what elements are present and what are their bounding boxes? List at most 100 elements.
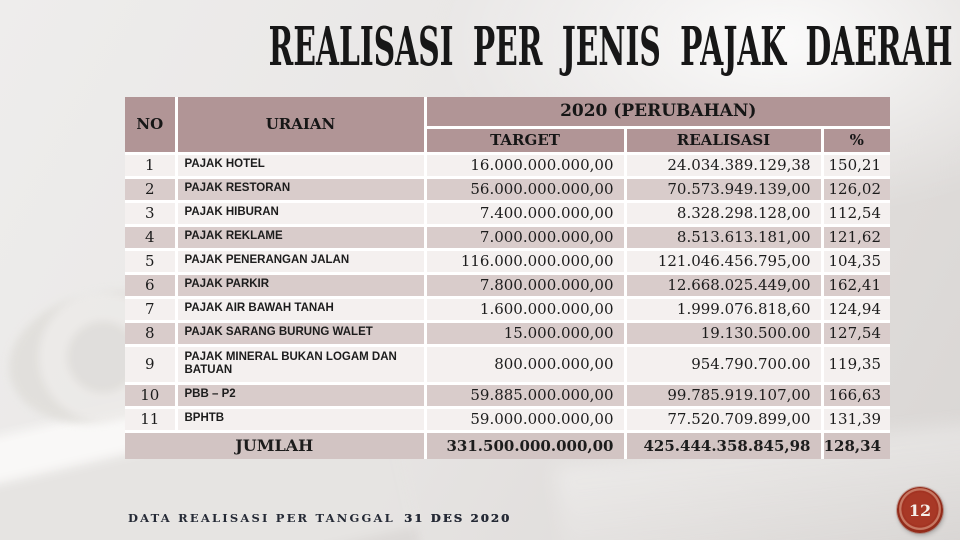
header-row-sub: TARGET REALISASI % <box>125 125 892 155</box>
target-value: 800.000.000,00 <box>423 343 627 385</box>
tax-realization-table: NO URAIAN 2020 (PERUBAHAN) TARGET REALIS… <box>123 95 892 461</box>
total-percent-value: 128,34 <box>820 429 892 461</box>
target-value: 7.400.000.000,00 <box>423 199 627 227</box>
tax-type-label: PAJAK SARANG BURUNG WALET <box>174 319 427 347</box>
tax-type-text: PAJAK RESTORAN <box>184 182 291 195</box>
percent-value: 127,54 <box>820 319 892 347</box>
tax-type-text: PAJAK HOTEL <box>184 158 265 171</box>
row-number: 11 <box>123 405 178 433</box>
tax-type-text: PAJAK AIR BAWAH TANAH <box>184 302 334 315</box>
footer-date: 31 DES 2020 <box>403 511 512 525</box>
tax-type-text: PAJAK PARKIR <box>184 278 270 291</box>
row-number: 9 <box>123 343 178 385</box>
percent-value: 121,62 <box>820 223 892 251</box>
row-number: 3 <box>123 199 178 227</box>
total-realisasi-value: 425.444.358.845,98 <box>623 429 824 461</box>
col-header-percent: % <box>820 125 892 155</box>
percent-value: 112,54 <box>820 199 892 227</box>
tax-type-text: PAJAK PENERANGAN JALAN <box>184 254 350 267</box>
table-row: 6 PAJAK PARKIR 7.800.000.000,00 12.668.0… <box>123 271 892 299</box>
table-row: 11 BPHTB 59.000.000.000,00 77.520.709.89… <box>123 405 892 433</box>
tax-type-label: PAJAK HOTEL <box>174 151 427 179</box>
footer-note: DATA REALISASI PER TANGGAL 31 DES 2020 <box>128 511 511 525</box>
row-number: 5 <box>123 247 178 275</box>
realisasi-value: 8.513.613.181,00 <box>623 223 824 251</box>
row-number: 4 <box>123 223 178 251</box>
table-row: 7 PAJAK AIR BAWAH TANAH 1.600.000.000,00… <box>123 295 892 323</box>
table-row: 10 PBB – P2 59.885.000.000,00 99.785.919… <box>123 381 892 409</box>
page-number: 12 <box>908 500 932 520</box>
tax-type-label: PAJAK REKLAME <box>174 223 427 251</box>
table-row: 4 PAJAK REKLAME 7.000.000.000,00 8.513.6… <box>123 223 892 251</box>
col-header-target: TARGET <box>423 125 627 155</box>
tax-type-text: PAJAK HIBURAN <box>184 206 279 219</box>
col-header-uraian: URAIAN <box>174 95 427 155</box>
header-row-group: NO URAIAN 2020 (PERUBAHAN) <box>123 95 892 155</box>
tax-type-label: PAJAK PARKIR <box>174 271 427 299</box>
tax-type-label: PBB – P2 <box>174 381 427 409</box>
row-number: 10 <box>123 381 178 409</box>
col-header-year-group: 2020 (PERUBAHAN) <box>423 95 892 129</box>
realisasi-value: 8.328.298.128,00 <box>623 199 824 227</box>
row-number: 8 <box>123 319 178 347</box>
realisasi-value: 954.790.700.00 <box>623 343 824 385</box>
target-value: 15.000.000,00 <box>423 319 627 347</box>
col-header-no: NO <box>123 95 178 155</box>
row-number: 6 <box>123 271 178 299</box>
target-value: 7.800.000.000,00 <box>423 271 627 299</box>
total-label: JUMLAH <box>123 429 427 461</box>
table-row: 2 PAJAK RESTORAN 56.000.000.000,00 70.57… <box>123 175 892 203</box>
realisasi-value: 121.046.456.795,00 <box>623 247 824 275</box>
total-target-value: 331.500.000.000,00 <box>423 429 627 461</box>
percent-value: 131,39 <box>820 405 892 433</box>
tax-table-container: NO URAIAN 2020 (PERUBAHAN) TARGET REALIS… <box>123 95 892 461</box>
table-row: 5 PAJAK PENERANGAN JALAN 116.000.000.000… <box>123 247 892 275</box>
table-row: 9 PAJAK MINERAL BUKAN LOGAM DAN BATUAN 8… <box>123 343 892 385</box>
percent-value: 150,21 <box>820 151 892 179</box>
total-row: JUMLAH 331.500.000.000,00 425.444.358.84… <box>123 429 892 461</box>
percent-value: 162,41 <box>820 271 892 299</box>
tax-type-text: PBB – P2 <box>184 388 236 401</box>
slide-title-area: REALISASI PER JENIS PAJAK DAERAH <box>0 16 960 78</box>
realisasi-value: 24.034.389.129,38 <box>623 151 824 179</box>
percent-value: 119,35 <box>820 343 892 385</box>
target-value: 56.000.000.000,00 <box>423 175 627 203</box>
realisasi-value: 70.573.949.139,00 <box>623 175 824 203</box>
page-number-badge: 12 <box>897 487 943 533</box>
percent-value: 104,35 <box>820 247 892 275</box>
tax-type-label: PAJAK RESTORAN <box>174 175 427 203</box>
percent-value: 126,02 <box>820 175 892 203</box>
tax-type-label: PAJAK HIBURAN <box>174 199 427 227</box>
realisasi-value: 19.130.500.00 <box>623 319 824 347</box>
tax-type-text: BPHTB <box>184 412 225 425</box>
tax-type-text: PAJAK SARANG BURUNG WALET <box>184 326 373 339</box>
target-value: 1.600.000.000,00 <box>423 295 627 323</box>
target-value: 59.885.000.000,00 <box>423 381 627 409</box>
target-value: 16.000.000.000,00 <box>423 151 627 179</box>
table-row: 8 PAJAK SARANG BURUNG WALET 15.000.000,0… <box>123 319 892 347</box>
realisasi-value: 12.668.025.449,00 <box>623 271 824 299</box>
row-number: 1 <box>123 151 178 179</box>
tax-type-label: PAJAK MINERAL BUKAN LOGAM DAN BATUAN <box>174 343 427 385</box>
realisasi-value: 77.520.709.899,00 <box>623 405 824 433</box>
percent-value: 124,94 <box>820 295 892 323</box>
footer-text: DATA REALISASI PER TANGGAL <box>128 511 395 525</box>
row-number: 7 <box>123 295 178 323</box>
col-header-realisasi: REALISASI <box>623 125 824 155</box>
realisasi-value: 1.999.076.818,60 <box>623 295 824 323</box>
tax-type-label: PAJAK AIR BAWAH TANAH <box>174 295 427 323</box>
table-row: 3 PAJAK HIBURAN 7.400.000.000,00 8.328.2… <box>123 199 892 227</box>
tax-type-label: PAJAK PENERANGAN JALAN <box>174 247 427 275</box>
slide-title: REALISASI PER JENIS PAJAK DAERAH <box>268 16 953 78</box>
realisasi-value: 99.785.919.107,00 <box>623 381 824 409</box>
row-number: 2 <box>123 175 178 203</box>
target-value: 59.000.000.000,00 <box>423 405 627 433</box>
table-row: 1 PAJAK HOTEL 16.000.000.000,00 24.034.3… <box>123 151 892 179</box>
tax-type-label: BPHTB <box>174 405 427 433</box>
target-value: 116.000.000.000,00 <box>423 247 627 275</box>
percent-value: 166,63 <box>820 381 892 409</box>
tax-type-text: PAJAK REKLAME <box>184 230 283 243</box>
tax-type-text: PAJAK MINERAL BUKAN LOGAM DAN BATUAN <box>184 350 397 376</box>
target-value: 7.000.000.000,00 <box>423 223 627 251</box>
